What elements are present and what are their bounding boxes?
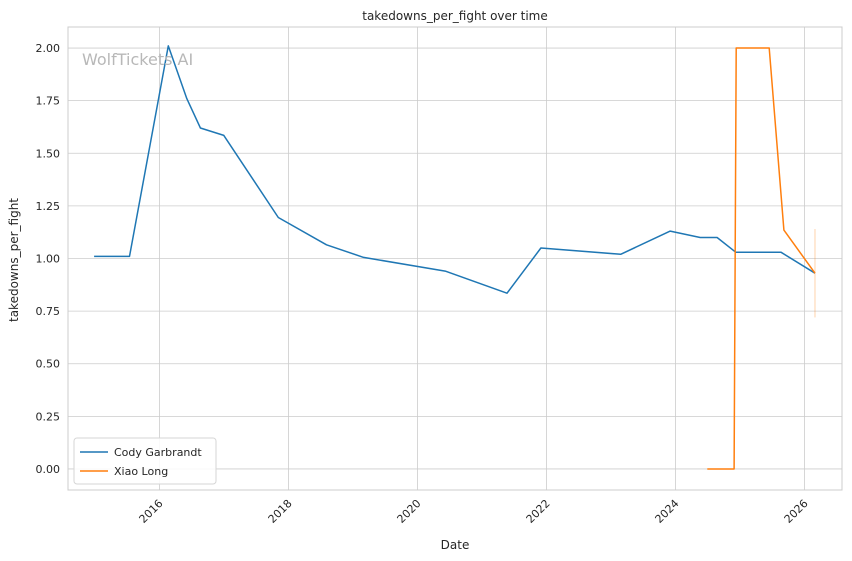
y-tick-label: 1.50	[36, 147, 61, 160]
plot-frame	[67, 26, 843, 491]
series-line-cody-garbrandt	[94, 45, 816, 294]
y-tick-label: 0.00	[36, 463, 61, 476]
y-tick-label: 1.00	[36, 253, 61, 266]
series-layer	[94, 45, 816, 470]
y-axis-title: takedowns_per_fight	[7, 198, 21, 322]
series-line-xiao-long	[707, 47, 816, 470]
legend-label-xiao-long: Xiao Long	[114, 465, 168, 478]
legend: Cody Garbrandt Xiao Long	[73, 437, 217, 485]
y-tick-label: 1.25	[36, 200, 61, 213]
y-tick-label: 2.00	[36, 42, 61, 55]
y-tick-label: 0.50	[36, 358, 61, 371]
watermark: WolfTickets AI	[82, 50, 193, 69]
x-axis-title: Date	[441, 538, 470, 552]
y-tick-label: 0.75	[36, 305, 61, 318]
legend-label-cody-garbrandt: Cody Garbrandt	[114, 446, 202, 459]
y-tick-label: 0.25	[36, 410, 61, 423]
tick-layer: 0.000.250.500.751.001.251.501.752.002016…	[36, 42, 811, 526]
legend-box	[73, 437, 217, 485]
y-tick-label: 1.75	[36, 95, 61, 108]
chart-title: takedowns_per_fight over time	[362, 9, 548, 23]
